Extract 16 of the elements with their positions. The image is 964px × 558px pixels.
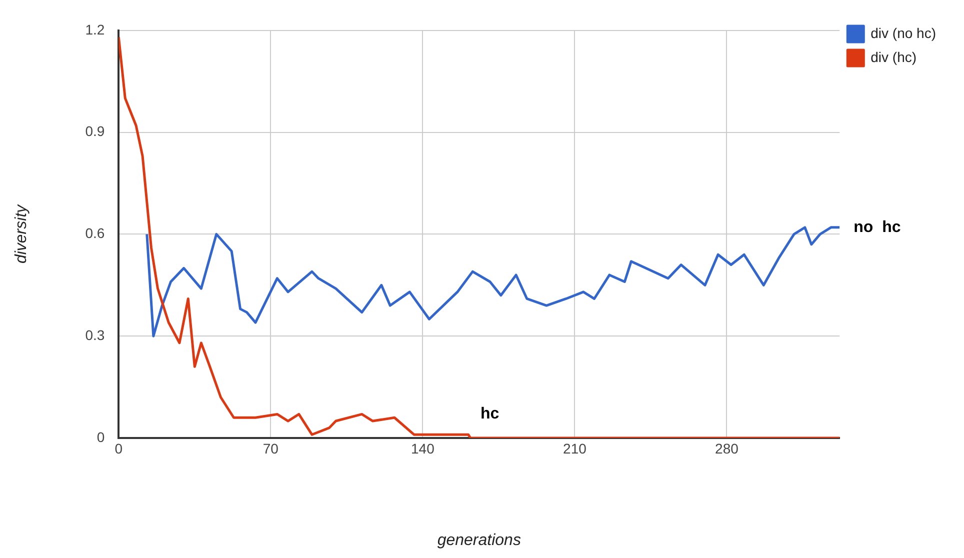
x-tick-label: 140 bbox=[411, 440, 435, 456]
y-tick-label: 0.9 bbox=[85, 123, 105, 140]
y-tick-label: 0 bbox=[96, 428, 105, 445]
legend-label: div (no hc) bbox=[870, 24, 936, 41]
legend-label: div (hc) bbox=[870, 48, 917, 65]
x-tick-label: 70 bbox=[262, 440, 279, 456]
text: no hc bbox=[854, 218, 901, 236]
x-axis-title: generations bbox=[437, 532, 521, 549]
x-tick-label: 210 bbox=[563, 440, 587, 456]
y-tick-label: 0.6 bbox=[85, 225, 105, 242]
y-axis-title: diversity bbox=[13, 204, 30, 264]
y-tick-label: 0.3 bbox=[85, 326, 105, 343]
x-tick-label: 0 bbox=[114, 440, 123, 456]
y-tick-label: 1.2 bbox=[85, 21, 105, 38]
annotation: hc bbox=[480, 405, 500, 422]
x-tick-label: 280 bbox=[715, 440, 739, 456]
